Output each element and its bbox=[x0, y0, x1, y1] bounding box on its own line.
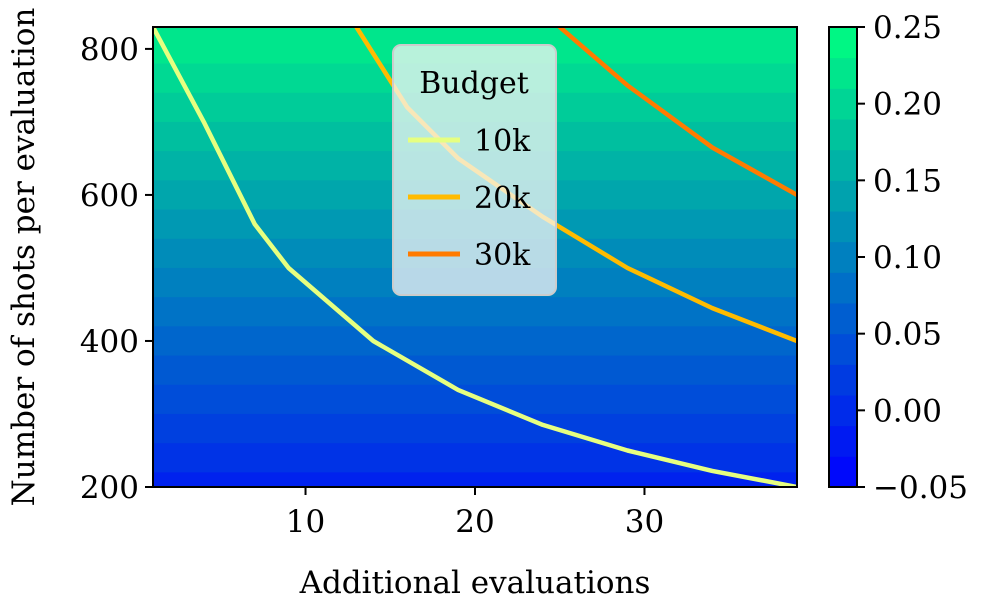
contour-band bbox=[153, 443, 797, 473]
colorbar-band bbox=[829, 149, 857, 181]
legend-label-10k: 10k bbox=[474, 124, 531, 159]
contour-band bbox=[153, 326, 797, 357]
contour-band bbox=[153, 355, 797, 386]
colorbar-band bbox=[829, 241, 857, 273]
y-tick-label: 400 bbox=[80, 324, 139, 360]
legend-label-30k: 30k bbox=[474, 238, 531, 273]
x-axis-label: Additional evaluations bbox=[299, 565, 651, 601]
x-axis: 10 20 30 bbox=[286, 487, 664, 540]
colorbar-tick-label: 0.25 bbox=[873, 10, 942, 46]
colorbar-tick-label: 0.00 bbox=[873, 393, 942, 429]
legend: Budget 10k 20k 30k bbox=[392, 44, 557, 296]
colorbar-tick-label: −0.05 bbox=[873, 470, 968, 506]
contour-band bbox=[153, 472, 797, 487]
legend-label-20k: 20k bbox=[474, 181, 531, 216]
y-axis: 200 400 600 800 bbox=[80, 32, 153, 506]
colorbar-band bbox=[829, 456, 857, 488]
colorbar-band bbox=[829, 27, 857, 59]
legend-box bbox=[392, 44, 557, 296]
colorbar-band bbox=[829, 395, 857, 427]
colorbar-tick-label: 0.15 bbox=[873, 163, 942, 199]
colorbar-band bbox=[829, 119, 857, 151]
colorbar-tick-label: 0.20 bbox=[873, 87, 942, 123]
colorbar-band bbox=[829, 88, 857, 120]
y-tick-label: 200 bbox=[80, 470, 139, 506]
colorbar-band bbox=[829, 180, 857, 212]
x-tick-label: 10 bbox=[286, 504, 325, 540]
y-axis-label: Number of shots per evaluation bbox=[6, 8, 42, 507]
legend-title: Budget bbox=[419, 66, 529, 101]
colorbar-band bbox=[829, 333, 857, 365]
colorbar-band bbox=[829, 57, 857, 89]
x-tick-label: 30 bbox=[625, 504, 664, 540]
contour-band bbox=[153, 413, 797, 444]
colorbar-band bbox=[829, 364, 857, 396]
contour-band bbox=[153, 384, 797, 415]
colorbar-band bbox=[829, 272, 857, 304]
colorbar-band bbox=[829, 211, 857, 243]
series-line-10k bbox=[153, 27, 797, 487]
series-line-30k bbox=[557, 27, 797, 198]
colorbar-tick-label: 0.05 bbox=[873, 317, 942, 353]
colorbar: −0.05 0.00 0.05 0.10 0.15 0.20 0.25 bbox=[828, 10, 968, 506]
colorbar-band bbox=[829, 425, 857, 457]
y-tick-label: 600 bbox=[80, 178, 139, 214]
y-tick-label: 800 bbox=[80, 32, 139, 68]
x-tick-label: 20 bbox=[455, 504, 494, 540]
colorbar-band bbox=[829, 303, 857, 335]
colorbar-tick-label: 0.10 bbox=[873, 240, 942, 276]
contour-band bbox=[153, 297, 797, 327]
